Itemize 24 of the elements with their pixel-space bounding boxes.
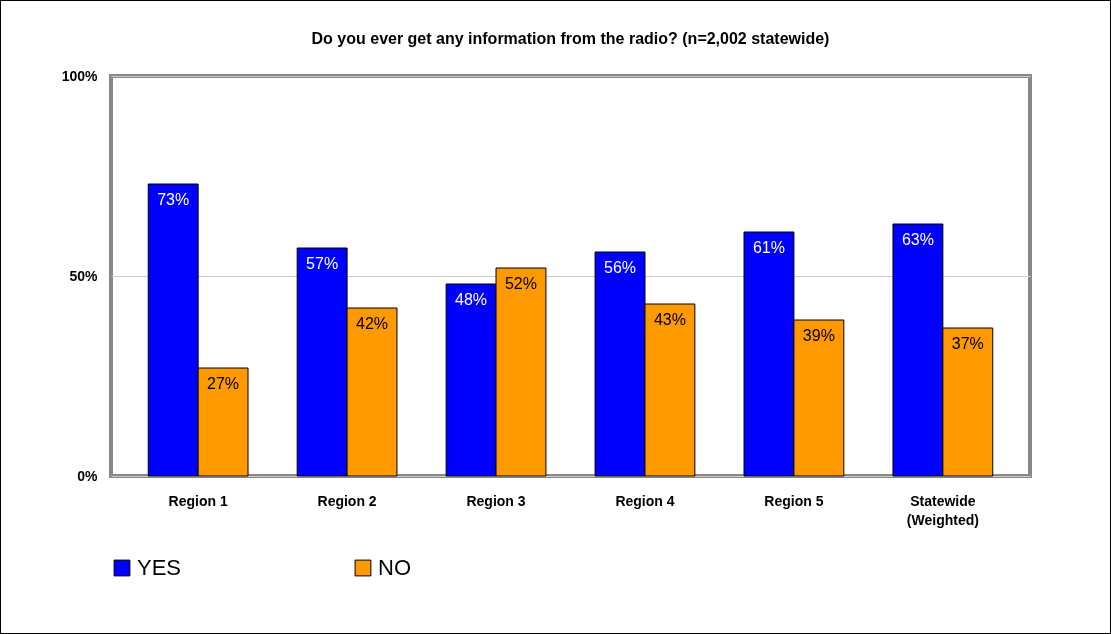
data-label: 42% bbox=[356, 315, 389, 332]
data-label: 39% bbox=[802, 327, 835, 344]
x-tick-label: Region 3 bbox=[466, 492, 526, 509]
y-tick-label: 0% bbox=[77, 467, 99, 484]
legend-label: NO bbox=[378, 555, 411, 580]
y-tick-label: 100% bbox=[61, 67, 99, 84]
data-label: 56% bbox=[604, 259, 637, 276]
data-label: 52% bbox=[504, 275, 537, 292]
x-tick-label: Region 4 bbox=[615, 492, 675, 509]
data-label: 48% bbox=[455, 291, 488, 308]
chart-title: Do you ever get any information from the radio? (n=2,002 statewide) bbox=[311, 30, 830, 47]
data-label: 43% bbox=[653, 311, 686, 328]
data-label: 61% bbox=[752, 239, 785, 256]
legend-label: YES bbox=[137, 555, 182, 580]
x-tick-label: Region 5 bbox=[764, 492, 824, 509]
data-label: 37% bbox=[951, 335, 984, 352]
x-tick-label: Statewide (Weighted) bbox=[906, 492, 979, 528]
data-label: 63% bbox=[901, 231, 934, 248]
data-label: 73% bbox=[157, 191, 190, 208]
y-tick-label: 50% bbox=[69, 267, 99, 284]
data-label: 27% bbox=[207, 375, 240, 392]
data-label: 57% bbox=[306, 255, 339, 272]
x-tick-label: Region 1 bbox=[168, 492, 228, 509]
x-tick-label: Region 2 bbox=[317, 492, 377, 509]
